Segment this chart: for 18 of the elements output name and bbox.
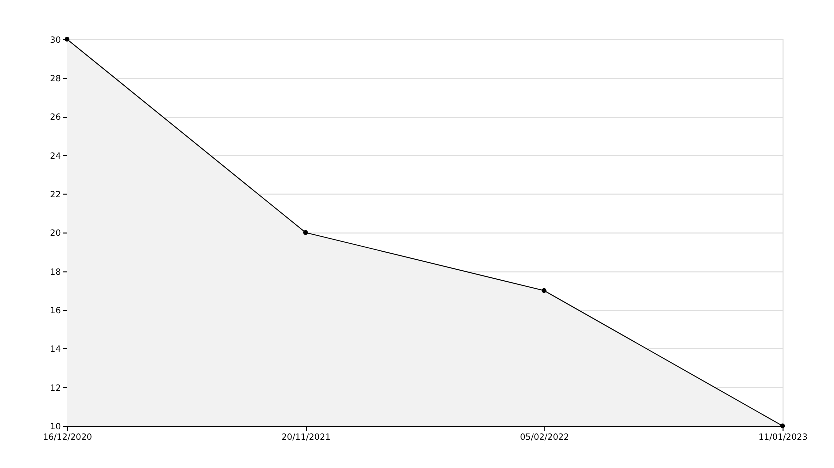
x-tick-label: 16/12/2020 xyxy=(43,432,92,443)
y-tick-label: 12 xyxy=(50,384,62,394)
y-tick-label: 20 xyxy=(50,229,62,240)
x-tick-label: 05/02/2022 xyxy=(520,432,570,443)
x-tick-label: 20/11/2021 xyxy=(282,432,331,443)
x-tick-label: 11/01/2023 xyxy=(758,432,808,443)
y-tick-label: 10 xyxy=(50,422,62,432)
y-tick-label: 24 xyxy=(50,152,62,162)
y-tick-label: 22 xyxy=(50,190,62,200)
y-tick-label: 14 xyxy=(50,345,62,356)
y-tick-label: 26 xyxy=(50,113,62,124)
y-tick-label: 28 xyxy=(50,74,62,84)
y-tick-label: 30 xyxy=(50,36,62,46)
y-tick-label: 16 xyxy=(50,306,62,316)
point xyxy=(780,424,786,428)
point xyxy=(303,230,308,236)
y-tick-label: 18 xyxy=(50,268,62,278)
point xyxy=(542,288,547,294)
